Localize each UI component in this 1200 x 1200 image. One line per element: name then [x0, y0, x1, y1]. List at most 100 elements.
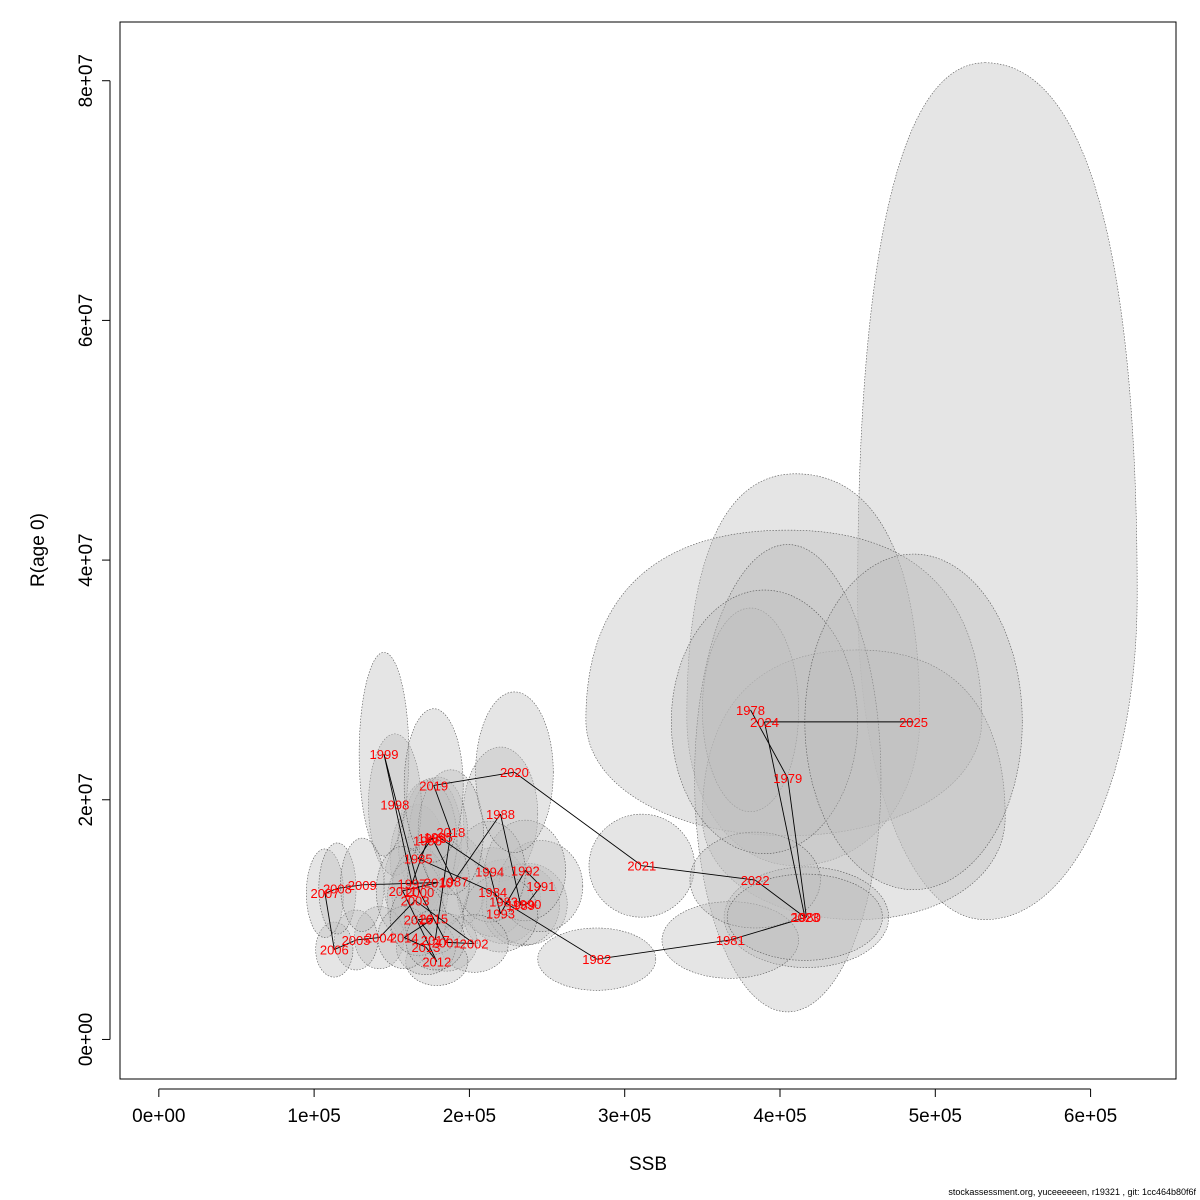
point-label-1987: 1987	[439, 874, 468, 889]
point-label-1992: 1992	[511, 863, 540, 878]
trajectory-segment	[434, 832, 452, 941]
point-label-2006: 2006	[320, 943, 349, 958]
point-label-1980: 1980	[792, 910, 821, 925]
footer-credit: stockassessment.org, yuceeeeeen, r19321 …	[948, 1187, 1196, 1197]
point-label-1983: 1983	[489, 895, 518, 910]
trajectory-segment	[402, 882, 439, 892]
point-label-1986: 1986	[418, 831, 447, 846]
point-label-2021: 2021	[627, 859, 656, 874]
point-label-1996: 1996	[413, 834, 442, 849]
point-label-1997: 1997	[397, 877, 426, 892]
x-axis-label: SSB	[629, 1154, 667, 1175]
point-label-2025: 2025	[899, 715, 928, 730]
point-label-2018: 2018	[436, 825, 465, 840]
trajectory-segment	[425, 946, 438, 962]
trajectory-segment	[520, 903, 527, 906]
point-label-2014: 2014	[390, 931, 419, 946]
point-label-1989: 1989	[506, 898, 535, 913]
trajectory-segment	[417, 858, 493, 893]
trajectory-segment	[417, 919, 436, 941]
trajectory-segment	[433, 785, 452, 833]
trajectory-segment	[414, 900, 475, 944]
point-label-1985: 1985	[404, 851, 433, 866]
x-tick-label: 3e+05	[598, 1106, 651, 1127]
point-label-2023: 2023	[790, 910, 819, 925]
confidence-ellipses	[306, 62, 1138, 1013]
trajectory-segment	[419, 891, 447, 943]
trajectory-segment	[500, 870, 526, 914]
x-tick-label: 6e+05	[1064, 1106, 1117, 1127]
confidence-region-large	[686, 473, 921, 866]
confidence-ellipse-1988	[462, 746, 539, 882]
point-label-2022: 2022	[741, 873, 770, 888]
point-label-2000: 2000	[405, 885, 434, 900]
x-tick-label: 5e+05	[909, 1106, 962, 1127]
x-tick-label: 0e+00	[132, 1106, 185, 1127]
y-tick-label: 6e+07	[76, 294, 97, 347]
y-tick-label: 0e+00	[76, 1013, 97, 1066]
trajectory-segment	[433, 771, 515, 786]
trajectory-segment	[362, 882, 439, 886]
trajectory-segment	[446, 941, 475, 945]
trajectory-segment	[324, 893, 335, 950]
point-label-2005: 2005	[342, 933, 371, 948]
point-label-1984: 1984	[478, 885, 507, 900]
trajectory-segment	[787, 778, 807, 918]
point-label-2004: 2004	[365, 931, 394, 946]
point-label-2007: 2007	[311, 886, 340, 901]
trajectory-segment	[514, 771, 643, 867]
point-label-2024: 2024	[750, 715, 779, 730]
point-label-1993: 1993	[486, 907, 515, 922]
point-label-1981: 1981	[716, 933, 745, 948]
x-tick-label: 1e+05	[287, 1106, 340, 1127]
point-label-1998: 1998	[380, 798, 409, 813]
trajectory-segment	[383, 754, 421, 893]
trajectory-segment	[524, 870, 542, 887]
trajectory-segment	[641, 865, 756, 881]
trajectory-segment	[334, 939, 357, 950]
point-label-1988: 1988	[486, 807, 515, 822]
point-label-1995: 1995	[424, 830, 453, 845]
x-tick-label: 2e+05	[443, 1106, 496, 1127]
point-label-2013: 2013	[411, 940, 440, 955]
point-label-2011: 2011	[389, 884, 417, 899]
trajectory-segment	[503, 901, 597, 960]
point-label-2003: 2003	[401, 893, 430, 908]
y-axis: 0e+00 2e+07 4e+07 6e+07 8e+07	[76, 54, 111, 1066]
x-axis: 0e+00 1e+05 2e+05 3e+05 4e+05 5e+05 6e+05	[132, 1088, 1117, 1127]
trajectory-segment	[411, 840, 428, 884]
point-label-1994: 1994	[475, 865, 504, 880]
trajectory-segment	[526, 885, 542, 905]
y-tick-label: 2e+07	[76, 773, 97, 826]
point-label-2019: 2019	[419, 778, 448, 793]
point-label-2015: 2015	[419, 911, 448, 926]
point-label-2020: 2020	[500, 765, 529, 780]
point-label-1991: 1991	[526, 879, 555, 894]
trajectory-segment	[453, 813, 501, 882]
x-tick-label: 4e+05	[753, 1106, 806, 1127]
point-label-1990: 1990	[512, 897, 541, 912]
point-label-2002: 2002	[460, 937, 489, 952]
point-label-2010: 2010	[424, 875, 453, 890]
trajectory-segment	[337, 884, 363, 889]
point-label-1979: 1979	[773, 771, 802, 786]
point-label-2017: 2017	[421, 933, 450, 948]
point-label-2012: 2012	[422, 955, 451, 970]
trajectory-segment	[500, 814, 522, 906]
trajectory-segment	[438, 836, 490, 873]
plot-box	[119, 21, 1177, 1080]
trajectory-segment	[356, 937, 380, 941]
trajectory-segment	[402, 890, 438, 962]
trajectory-segment	[427, 836, 439, 841]
point-label-1982: 1982	[582, 952, 611, 967]
point-label-2001: 2001	[432, 935, 461, 950]
trajectory-segment	[489, 871, 501, 914]
trajectory-segment	[418, 917, 434, 921]
point-label-1999: 1999	[370, 747, 399, 762]
trajectory-segment	[324, 888, 338, 894]
trajectory-lines	[324, 709, 914, 962]
trajectory-segment	[596, 939, 731, 960]
point-label-2009: 2009	[348, 878, 377, 893]
